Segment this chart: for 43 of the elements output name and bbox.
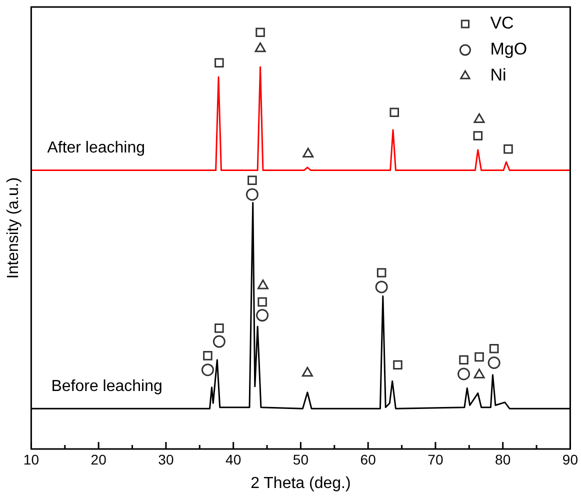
x-tick-label: 30 [158, 451, 174, 468]
point [474, 113, 485, 123]
point [246, 188, 258, 201]
point [258, 297, 267, 307]
point [474, 368, 485, 378]
point [256, 309, 269, 322]
point [489, 344, 499, 354]
x-tick-label: 40 [226, 451, 242, 468]
point [390, 108, 399, 118]
x-axis-title: 2 Theta (deg.) [250, 474, 351, 492]
point [302, 366, 313, 377]
point [474, 352, 484, 362]
point [256, 28, 265, 38]
legend-label: VC [490, 14, 514, 33]
point [201, 364, 214, 376]
point [393, 360, 402, 370]
x-tick-label: 90 [562, 451, 578, 468]
point [212, 335, 226, 348]
legend-label: Ni [490, 66, 506, 85]
legend-label: MgO [490, 40, 528, 59]
x-tick-label: 20 [90, 451, 107, 468]
x-tick-label: 80 [495, 451, 511, 468]
point [375, 280, 388, 294]
point [248, 176, 257, 185]
point [302, 148, 314, 158]
point [254, 42, 266, 52]
series-label: After leaching [47, 140, 146, 157]
point [504, 144, 513, 154]
point [459, 355, 468, 364]
point [257, 279, 268, 290]
point [473, 131, 483, 140]
x-tick-label: 70 [428, 451, 444, 468]
point [203, 351, 212, 360]
x-tick-label: 10 [23, 451, 40, 468]
point [214, 58, 224, 68]
point [214, 324, 224, 333]
series-label: Before leaching [51, 378, 162, 395]
point [376, 268, 386, 278]
point [488, 356, 500, 370]
x-tick-label: 50 [292, 451, 309, 468]
y-axis-title: Intensity (a.u.) [5, 177, 22, 279]
point [458, 368, 470, 380]
x-tick-label: 60 [360, 451, 376, 468]
